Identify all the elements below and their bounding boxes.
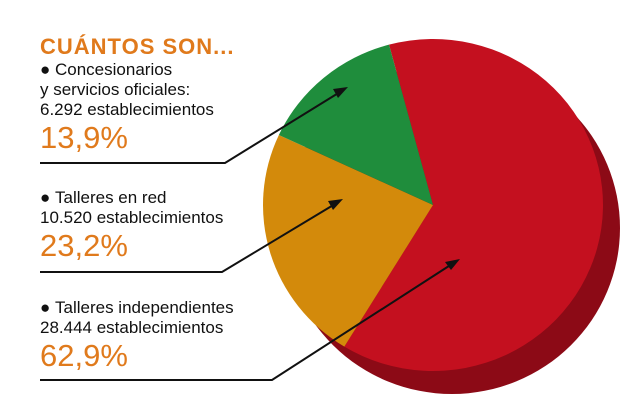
title: CUÁNTOS SON... — [40, 34, 235, 59]
detail-label: 6.292 establecimientos — [40, 100, 214, 119]
leader-lines — [40, 91, 453, 381]
arrowheads — [328, 87, 460, 270]
category-label: Talleres en red — [40, 188, 223, 208]
detail-label: 10.520 establecimientos — [40, 208, 224, 227]
category-label: Talleres independientes — [40, 298, 234, 318]
label-block: Concesionarios y servicios oficiales:6.2… — [40, 60, 214, 156]
value-label: 13,9% — [40, 120, 128, 155]
category-label: Concesionarios y servicios oficiales: — [40, 60, 214, 100]
value-label: 23,2% — [40, 228, 128, 263]
pie-slice — [344, 38, 603, 371]
value-label: 62,9% — [40, 338, 128, 373]
pie-slice — [278, 44, 433, 205]
detail-label: 28.444 establecimientos — [40, 318, 224, 337]
pie-slice — [263, 134, 433, 347]
